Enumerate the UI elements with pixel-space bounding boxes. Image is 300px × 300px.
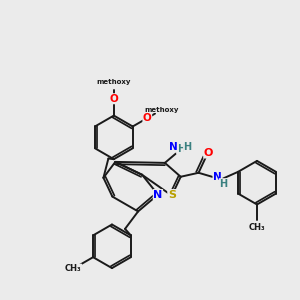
Text: O: O xyxy=(110,94,118,104)
Text: H: H xyxy=(184,142,192,152)
Text: methoxy: methoxy xyxy=(145,106,179,112)
Text: O: O xyxy=(204,148,213,158)
Text: CH₃: CH₃ xyxy=(65,264,82,273)
Text: N: N xyxy=(213,172,222,182)
Text: N: N xyxy=(169,142,178,152)
Text: H: H xyxy=(177,144,185,154)
Text: CH₃: CH₃ xyxy=(249,223,265,232)
Text: N: N xyxy=(153,190,163,200)
Text: methoxy: methoxy xyxy=(97,79,131,85)
Text: H: H xyxy=(219,179,227,189)
Text: O: O xyxy=(143,113,152,123)
Text: S: S xyxy=(168,190,176,200)
